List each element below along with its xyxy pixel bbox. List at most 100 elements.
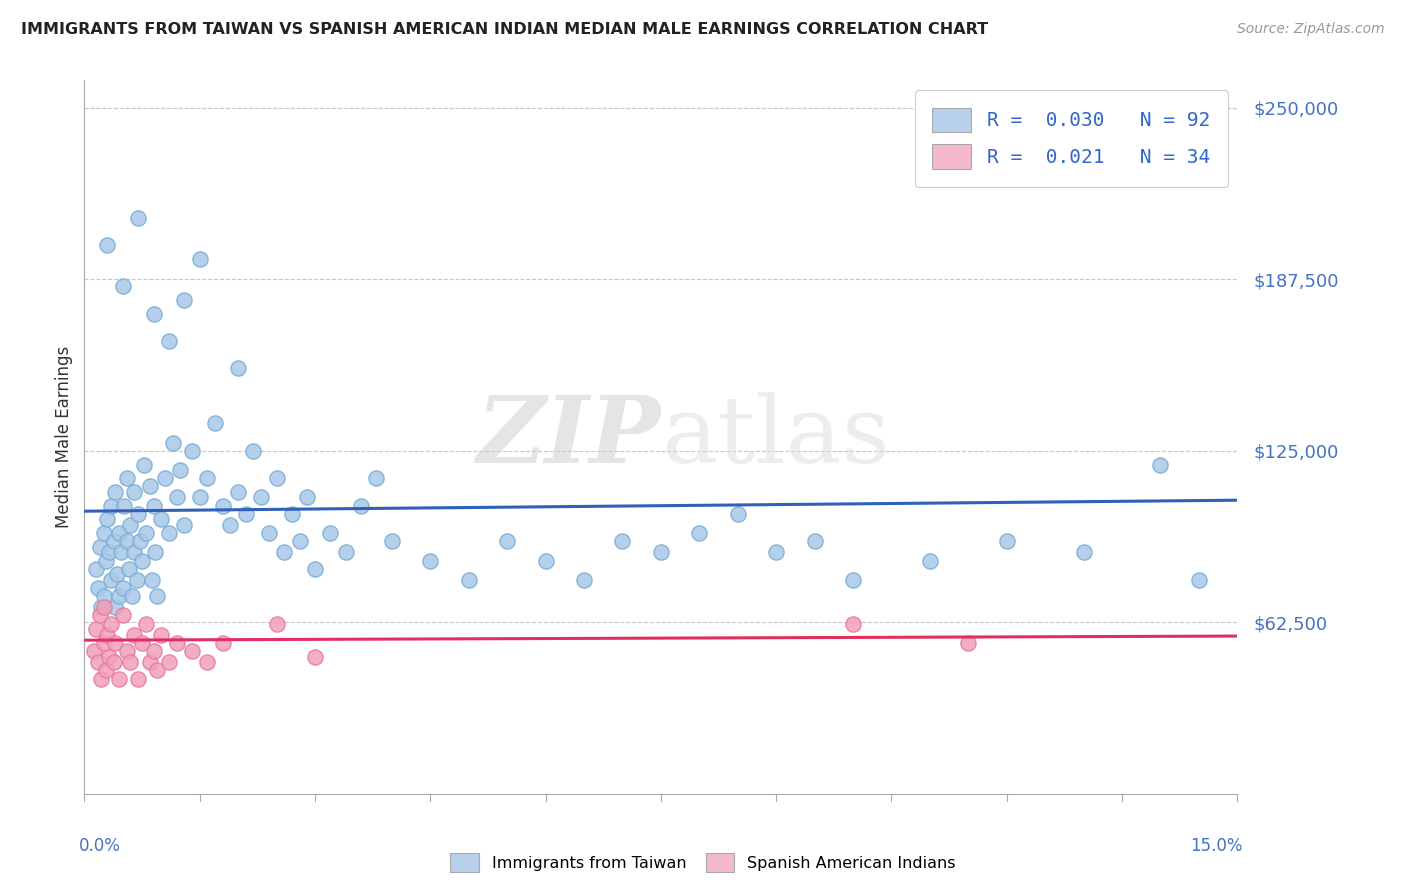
Point — [100, 573, 122, 587]
Point — [169, 463, 191, 477]
Point — [350, 499, 373, 513]
Point — [127, 507, 149, 521]
Point — [803, 534, 825, 549]
Legend: Immigrants from Taiwan, Spanish American Indians: Immigrants from Taiwan, Spanish American… — [443, 845, 963, 880]
Point — [1188, 573, 1211, 587]
Point — [572, 573, 595, 587]
Point — [150, 628, 173, 642]
Text: atlas: atlas — [661, 392, 890, 482]
Point — [108, 526, 131, 541]
Point — [211, 636, 233, 650]
Text: IMMIGRANTS FROM TAIWAN VS SPANISH AMERICAN INDIAN MEDIAN MALE EARNINGS CORRELATI: IMMIGRANTS FROM TAIWAN VS SPANISH AMERIC… — [21, 22, 988, 37]
Point — [112, 499, 135, 513]
Point — [918, 553, 941, 567]
Point — [138, 655, 160, 669]
Point — [534, 553, 557, 567]
Point — [211, 499, 233, 513]
Point — [142, 499, 165, 513]
Point — [496, 534, 519, 549]
Point — [257, 526, 280, 541]
Point — [143, 545, 166, 559]
Point — [366, 471, 388, 485]
Point — [135, 616, 157, 631]
Point — [87, 581, 110, 595]
Point — [103, 534, 125, 549]
Point — [842, 573, 865, 587]
Point — [96, 628, 118, 642]
Point — [100, 616, 122, 631]
Point — [419, 553, 441, 567]
Point — [146, 589, 169, 603]
Point — [381, 534, 404, 549]
Point — [124, 628, 146, 642]
Point — [131, 636, 153, 650]
Y-axis label: Median Male Earnings: Median Male Earnings — [55, 346, 73, 528]
Point — [141, 573, 163, 587]
Point — [118, 562, 141, 576]
Point — [319, 526, 342, 541]
Point — [120, 655, 142, 669]
Point — [124, 485, 146, 500]
Point — [612, 534, 634, 549]
Point — [128, 534, 150, 549]
Point — [166, 636, 188, 650]
Point — [266, 471, 288, 485]
Point — [157, 655, 180, 669]
Point — [235, 507, 257, 521]
Point — [181, 644, 204, 658]
Point — [727, 507, 749, 521]
Point — [142, 644, 165, 658]
Point — [219, 517, 242, 532]
Point — [266, 616, 288, 631]
Point — [150, 512, 173, 526]
Point — [162, 435, 184, 450]
Point — [115, 644, 138, 658]
Point — [273, 545, 295, 559]
Point — [335, 545, 357, 559]
Point — [226, 361, 249, 376]
Point — [127, 672, 149, 686]
Point — [181, 443, 204, 458]
Point — [134, 458, 156, 472]
Point — [173, 517, 195, 532]
Point — [90, 672, 112, 686]
Point — [120, 517, 142, 532]
Point — [104, 485, 127, 500]
Point — [108, 672, 131, 686]
Point — [97, 545, 120, 559]
Text: Source: ZipAtlas.com: Source: ZipAtlas.com — [1237, 22, 1385, 37]
Point — [146, 664, 169, 678]
Point — [124, 545, 146, 559]
Point — [281, 507, 304, 521]
Point — [89, 608, 111, 623]
Point — [104, 636, 127, 650]
Point — [84, 562, 107, 576]
Point — [94, 553, 117, 567]
Point — [93, 526, 115, 541]
Point — [115, 534, 138, 549]
Legend: R =  0.030   N = 92, R =  0.021   N = 34: R = 0.030 N = 92, R = 0.021 N = 34 — [915, 90, 1227, 186]
Point — [90, 600, 112, 615]
Point — [97, 649, 120, 664]
Point — [304, 649, 326, 664]
Point — [297, 491, 319, 505]
Point — [103, 655, 125, 669]
Point — [842, 616, 865, 631]
Point — [650, 545, 672, 559]
Point — [121, 589, 143, 603]
Point — [104, 600, 127, 615]
Point — [83, 644, 105, 658]
Point — [765, 545, 787, 559]
Point — [111, 279, 134, 293]
Point — [105, 567, 128, 582]
Point — [188, 252, 211, 266]
Point — [153, 471, 176, 485]
Point — [226, 485, 249, 500]
Point — [100, 499, 122, 513]
Text: 0.0%: 0.0% — [79, 837, 121, 855]
Point — [173, 293, 195, 307]
Point — [89, 540, 111, 554]
Point — [93, 589, 115, 603]
Text: ZIP: ZIP — [477, 392, 661, 482]
Point — [125, 573, 148, 587]
